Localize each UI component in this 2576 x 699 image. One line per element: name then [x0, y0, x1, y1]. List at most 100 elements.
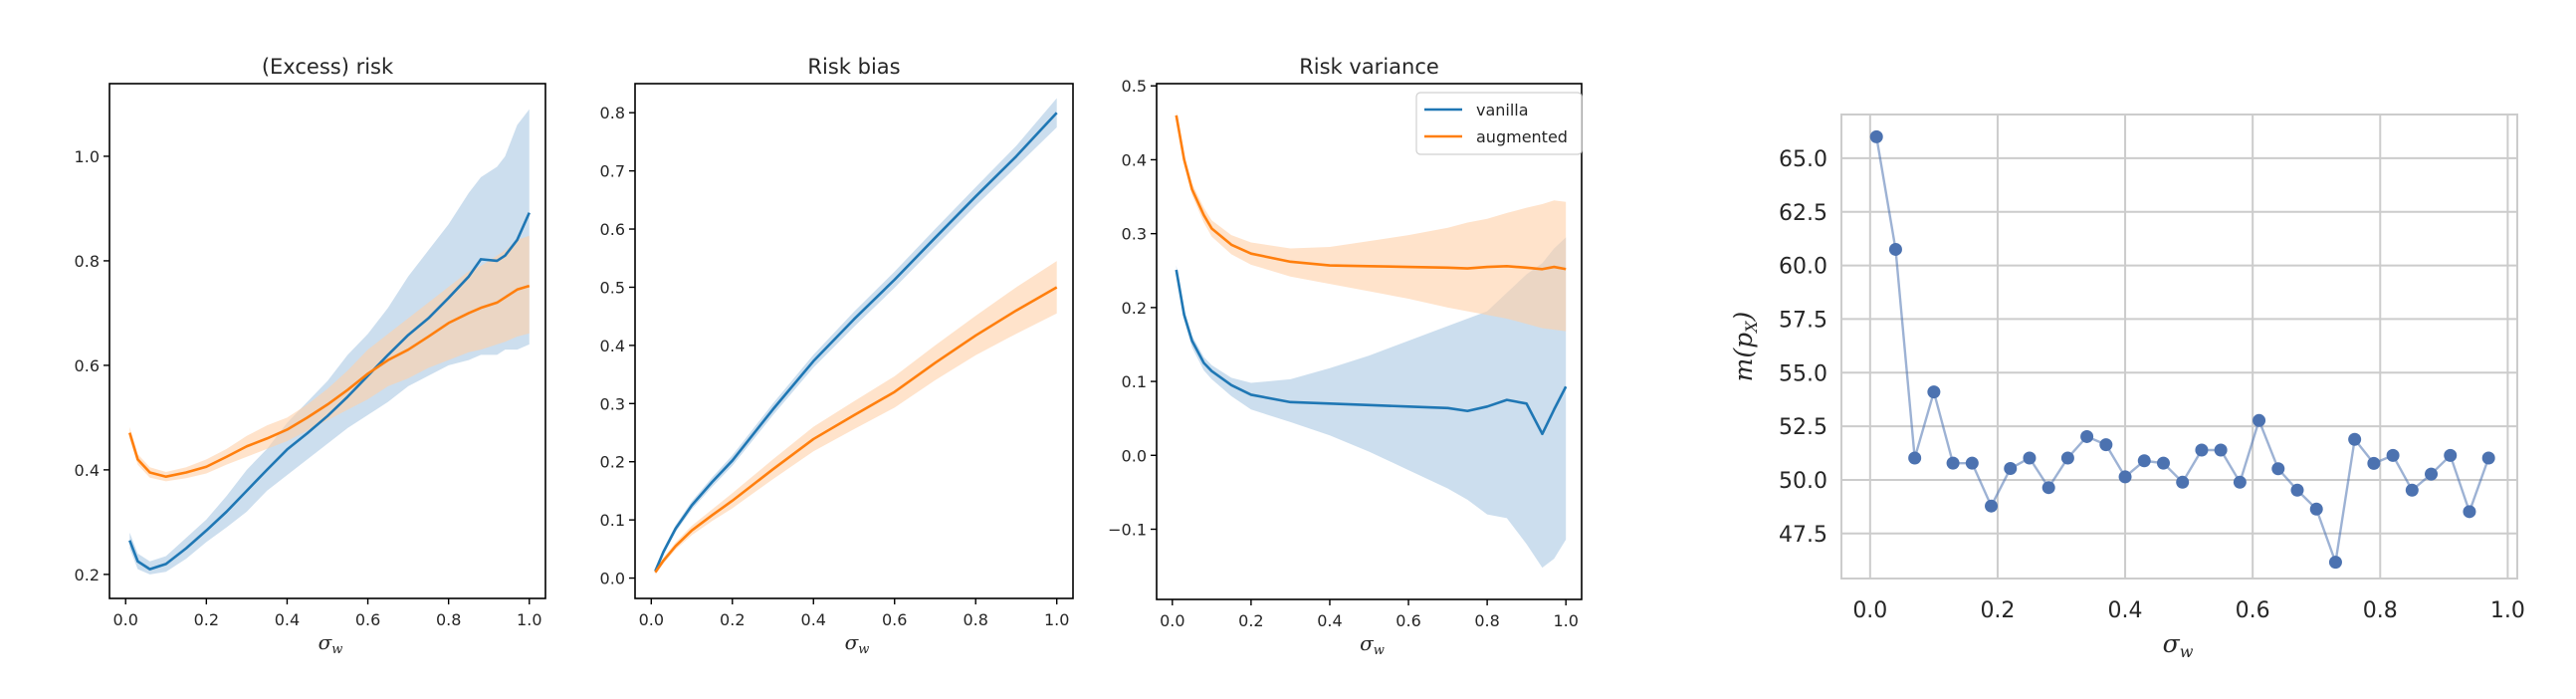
axes-frame [108, 83, 546, 599]
y-tick-label: 0.2 [75, 566, 100, 584]
y-tick-label: 0.7 [600, 162, 625, 181]
x-tick-label: 0.6 [355, 610, 380, 629]
data-point [2004, 462, 2018, 476]
data-point [2309, 502, 2323, 516]
data-point [2481, 451, 2495, 465]
y-tick-label: 0.0 [1122, 446, 1147, 465]
axes-frame [634, 83, 1074, 599]
y-tick-label: 0.0 [600, 570, 625, 588]
data-point [2328, 556, 2342, 570]
data-point [2233, 475, 2247, 489]
line-vanilla [128, 212, 531, 571]
data-point [2253, 413, 2266, 427]
legend-label-vanilla: vanilla [1476, 101, 1529, 119]
panel-m-px: 0.0 0.2 0.4 0.6 0.8 1.0 47.5 50.0 52.5 55.0 57.5 6… [1729, 114, 2525, 661]
y-tick-label: 0.8 [75, 252, 100, 271]
data-point [2195, 443, 2209, 457]
x-ticks: 0.0 0.2 0.4 0.6 0.8 1.0 [1160, 599, 1579, 630]
line-augmented [128, 284, 531, 479]
y-ticks: −0.1 0.0 0.1 0.2 0.3 0.4 0.5 [1108, 77, 1157, 539]
data-point [1927, 385, 1941, 399]
y-tick-label: 0.5 [1122, 77, 1147, 96]
data-point [2367, 456, 2381, 470]
y-tick-label: 0.1 [600, 511, 625, 530]
y-tick-label: 52.5 [1779, 415, 1827, 440]
y-tick-label: 0.2 [600, 453, 625, 472]
x-tick-label: 1.0 [1553, 611, 1578, 630]
x-tick-label: 0.0 [112, 610, 137, 629]
data-point [2405, 483, 2419, 497]
legend-label-augmented: augmented [1476, 127, 1568, 146]
x-tick-label: 0.2 [1238, 611, 1263, 630]
data-point [2080, 429, 2094, 443]
band-augmented [129, 235, 530, 482]
series-lines [128, 212, 531, 571]
series-lines [1875, 136, 2490, 564]
data-point [1908, 451, 1922, 465]
x-tick-label: 1.0 [2490, 598, 2525, 623]
data-point [2023, 451, 2037, 465]
y-ticks: 47.5 50.0 52.5 55.0 57.5 60.0 62.5 65.0 [1779, 147, 1827, 548]
band-augmented [655, 261, 1057, 576]
y-tick-label: 50.0 [1779, 469, 1827, 494]
x-tick-label: 0.6 [882, 610, 907, 629]
confidence-bands [1176, 112, 1567, 569]
y-tick-label: −0.1 [1108, 520, 1147, 539]
y-tick-label: 57.5 [1779, 308, 1827, 333]
grid-lines [1841, 115, 2517, 579]
y-tick-label: 0.1 [1122, 372, 1147, 391]
panel-excess-risk: 0.0 0.2 0.4 0.6 0.8 1.0 0.2 0.4 0.6 0.8 1.0 (Exce… [75, 55, 546, 657]
y-tick-label: 0.4 [1122, 150, 1147, 169]
data-point [2156, 456, 2170, 470]
data-point [1946, 456, 1960, 470]
y-ticks: 0.0 0.1 0.2 0.3 0.4 0.5 0.6 0.7 0.8 [600, 104, 635, 588]
x-tick-label: 0.6 [1395, 611, 1420, 630]
data-point [2214, 443, 2228, 457]
y-axis-label: m(pX) [1729, 312, 1761, 382]
x-tick-label: 0.4 [1317, 611, 1342, 630]
panel-risk-bias: 0.0 0.2 0.4 0.6 0.8 1.0 0.0 0.1 0.2 0.3 0.4 0.5 0.6… [600, 55, 1074, 657]
x-tick-label: 0.2 [194, 610, 219, 629]
x-tick-label: 1.0 [517, 610, 541, 629]
line-augmented [1175, 115, 1567, 271]
x-tick-label: 0.2 [1980, 598, 2015, 623]
data-point [1965, 456, 1979, 470]
data-point [2041, 481, 2055, 495]
y-tick-label: 0.4 [600, 337, 625, 355]
confidence-bands [655, 98, 1057, 576]
series-lines [654, 112, 1058, 574]
data-points [1869, 129, 2495, 570]
x-tick-label: 0.8 [2363, 598, 2398, 623]
x-axis-label: σw [845, 630, 870, 657]
x-tick-label: 0.0 [1852, 598, 1887, 623]
y-tick-label: 0.2 [1122, 299, 1147, 318]
x-tick-label: 0.8 [436, 610, 461, 629]
data-point [2425, 467, 2439, 481]
y-tick-label: 0.6 [600, 220, 625, 239]
data-point [2137, 454, 2151, 468]
y-tick-label: 0.3 [600, 394, 625, 413]
data-point [2463, 505, 2476, 519]
y-tick-label: 0.5 [600, 278, 625, 297]
y-tick-label: 1.0 [75, 147, 100, 166]
legend: vanilla augmented [1415, 92, 1583, 155]
y-tick-label: 62.5 [1779, 201, 1827, 226]
x-tick-label: 0.6 [2236, 598, 2270, 623]
y-tick-label: 60.0 [1779, 255, 1827, 280]
x-tick-label: 0.4 [275, 610, 300, 629]
x-tick-label: 0.8 [963, 610, 987, 629]
data-point [1888, 242, 1902, 256]
data-point [2290, 483, 2304, 497]
x-tick-label: 1.0 [1044, 610, 1069, 629]
x-tick-label: 0.4 [2108, 598, 2143, 623]
chart-title: Risk variance [1299, 55, 1439, 79]
line-vanilla [1175, 269, 1568, 436]
axes-frame [1156, 83, 1583, 600]
x-tick-label: 0.2 [720, 610, 745, 629]
y-tick-label: 0.6 [75, 356, 100, 375]
y-tick-label: 0.3 [1122, 225, 1147, 244]
band-augmented [1176, 112, 1567, 332]
x-axis-label: σw [319, 630, 343, 657]
x-axis-label: σw [1360, 631, 1385, 658]
data-point [2099, 438, 2113, 452]
